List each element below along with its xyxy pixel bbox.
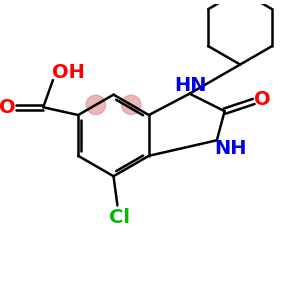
Circle shape <box>122 95 141 115</box>
Text: Cl: Cl <box>109 208 130 226</box>
Circle shape <box>86 95 106 115</box>
Text: NH: NH <box>214 139 247 158</box>
Text: O: O <box>0 98 16 117</box>
Text: OH: OH <box>52 63 85 82</box>
Text: O: O <box>254 90 271 109</box>
Text: HN: HN <box>174 76 207 95</box>
